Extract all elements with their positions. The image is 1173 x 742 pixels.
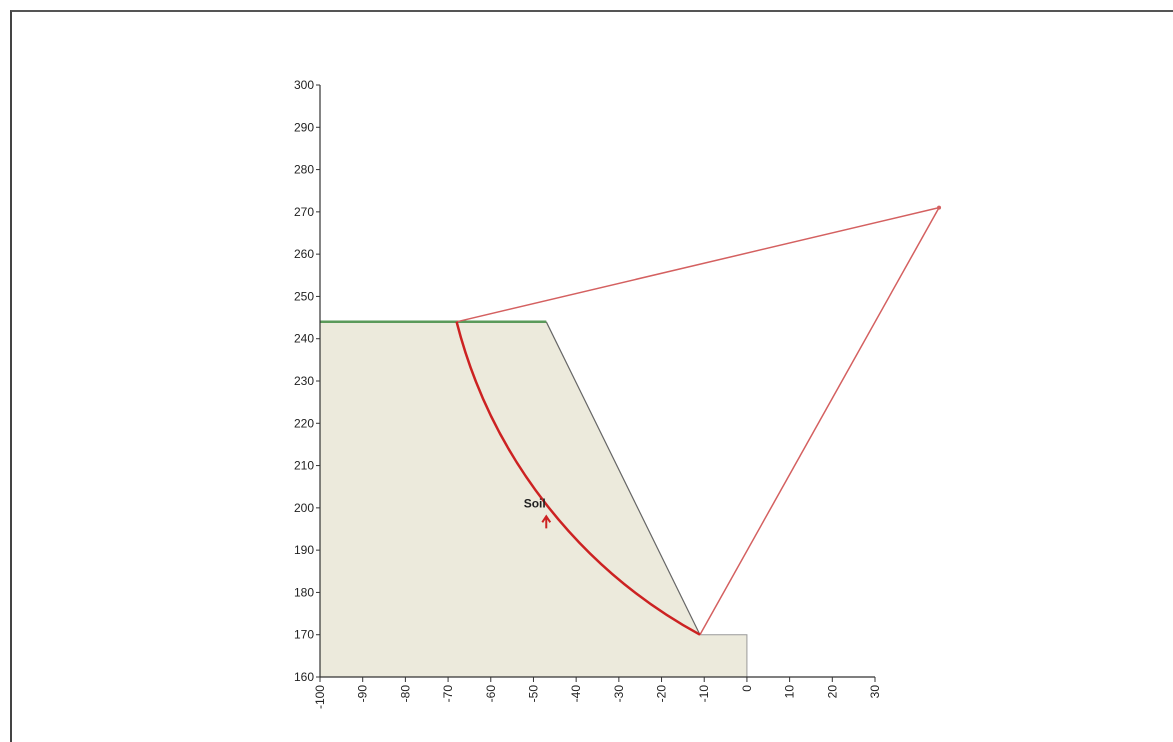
x-tick-label: -20 [655, 685, 669, 703]
x-tick-label: -40 [569, 685, 583, 703]
y-tick-label: 180 [294, 585, 314, 599]
x-tick-label: 30 [868, 685, 882, 699]
y-tick-label: 210 [294, 459, 314, 473]
material-label-arrow [541, 514, 552, 529]
x-tick-label: -80 [398, 685, 412, 703]
y-tick-label: 240 [294, 332, 314, 346]
x-tick-label: -70 [441, 685, 455, 703]
x-tick-label: 10 [783, 685, 797, 699]
slip-surface-arc [455, 321, 701, 636]
x-tick-label: -90 [356, 685, 370, 703]
x-tick-label: -100 [313, 685, 327, 709]
soil-body [320, 321, 747, 677]
y-tick-label: 260 [294, 247, 314, 261]
material-label: Soil [524, 497, 546, 511]
radius-line-exit [699, 207, 940, 636]
y-tick-label: 220 [294, 416, 314, 430]
x-tick-label: 20 [825, 685, 839, 699]
slope-toe [699, 634, 748, 677]
figure-frame [10, 10, 1173, 742]
y-tick-label: 270 [294, 205, 314, 219]
y-tick-label: 160 [294, 670, 314, 684]
x-tick-label: -50 [526, 685, 540, 703]
x-tick-label: -60 [484, 685, 498, 703]
x-tick-label: 0 [740, 685, 754, 692]
slip-center-point [937, 205, 942, 210]
radius-line-entry [456, 206, 940, 323]
x-tick-label: -10 [697, 685, 711, 703]
y-tick-label: 290 [294, 120, 314, 134]
y-tick-label: 250 [294, 289, 314, 303]
y-tick-label: 170 [294, 628, 314, 642]
x-tick-label: -30 [612, 685, 626, 703]
slope-face [545, 321, 701, 635]
y-tick-label: 190 [294, 543, 314, 557]
y-tick-label: 230 [294, 374, 314, 388]
y-tick-label: 200 [294, 501, 314, 515]
y-tick-label: 280 [294, 163, 314, 177]
y-tick-label: 300 [294, 78, 314, 92]
